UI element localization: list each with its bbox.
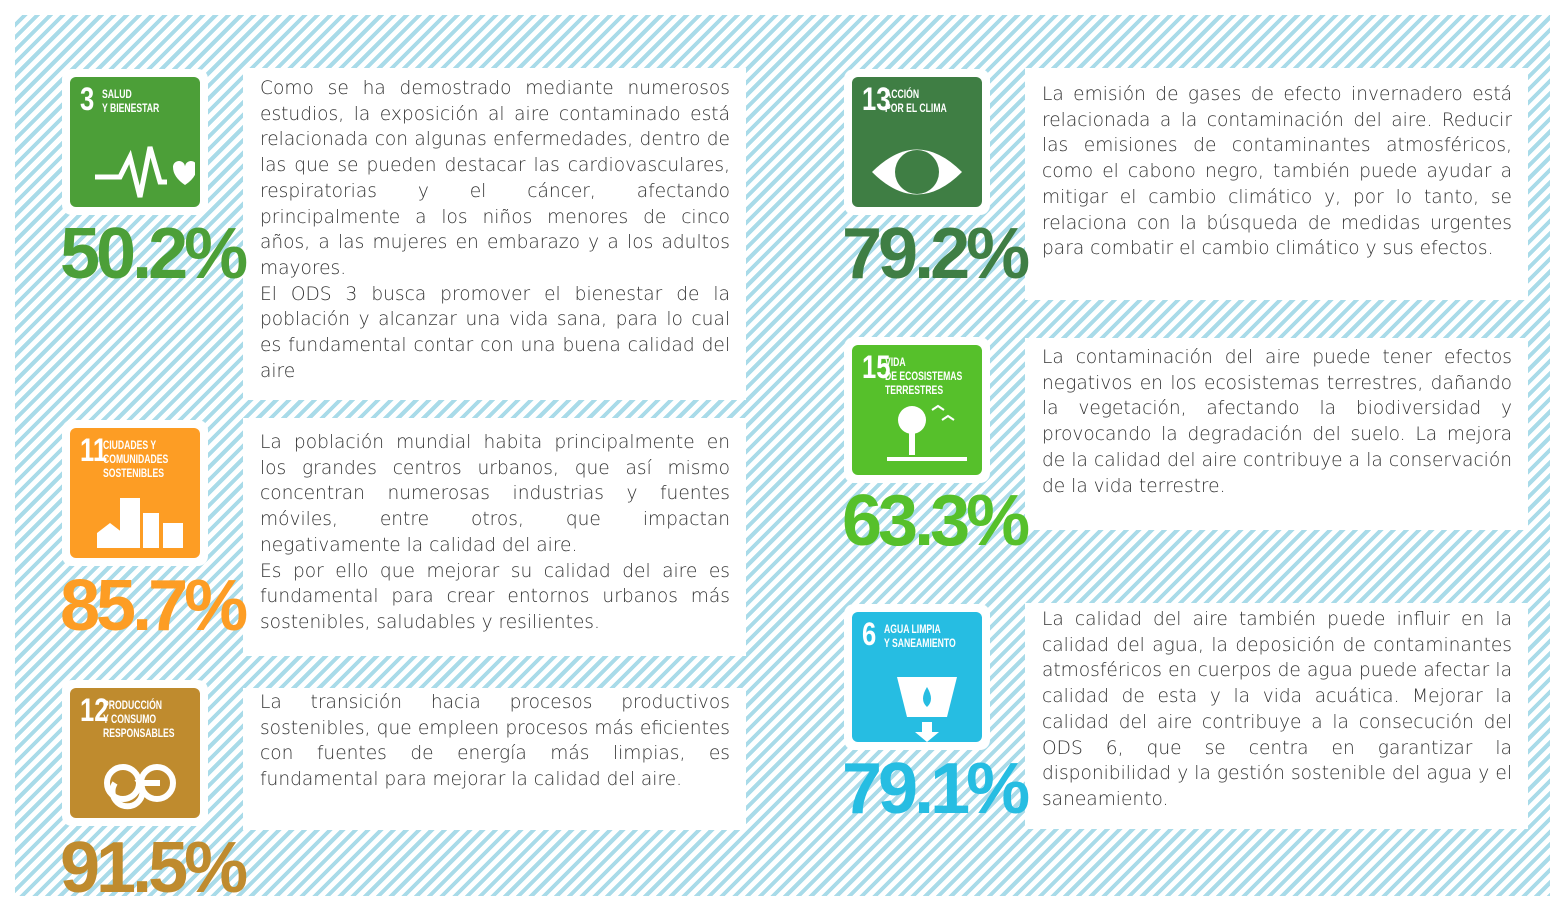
sdg-number: 6 — [862, 616, 877, 652]
percentage: 79.2% — [842, 214, 1030, 294]
sdg-title-line: TERRESTRES — [885, 383, 944, 397]
paragraph: El ODS 3 busca promover el bienestar de … — [260, 283, 730, 382]
percentage: 50.2% — [60, 214, 248, 294]
glyph — [104, 764, 176, 810]
sdg-title-line: SOSTENIBLES — [103, 466, 164, 480]
sdg-glyph — [867, 127, 977, 207]
sdg-number: 15 — [862, 349, 891, 385]
text-panel — [243, 688, 746, 830]
glyph — [887, 404, 967, 461]
text-panel — [1025, 68, 1528, 300]
description: Como se ha demostrado mediante numerosos… — [260, 76, 730, 384]
percentage: 79.1% — [842, 749, 1030, 829]
paragraph: Como se ha demostrado mediante numerosos… — [260, 78, 730, 279]
sdg-glyph — [85, 127, 197, 207]
glyph — [95, 146, 197, 198]
sdg-title-line: SALUD — [102, 87, 132, 101]
sdg-icon: 11 CIUDADES Y COMUNIDADES SOSTENIBLES — [70, 428, 200, 558]
sdg-title: VIDA DE ECOSISTEMAS TERRESTRES — [885, 355, 962, 397]
sdg-glyph — [85, 738, 195, 818]
sdg-title-line: PRODUCCIÓN — [103, 698, 163, 712]
glyph — [897, 677, 957, 742]
paragraph: La población mundial habita principalmen… — [260, 432, 730, 556]
text-panel — [1025, 603, 1528, 829]
description: La contaminación del aire puede tener ef… — [1042, 345, 1512, 499]
description: La emisión de gases de efecto invernader… — [1042, 82, 1512, 262]
percentage: 85.7% — [60, 566, 248, 646]
glyph — [97, 498, 183, 548]
sdg-title-line: Y SANEAMIENTO — [884, 636, 956, 650]
sdg-title: CIUDADES Y COMUNIDADES SOSTENIBLES — [103, 438, 168, 480]
sdg-number: 3 — [80, 81, 95, 117]
sdg-number: 12 — [80, 692, 109, 728]
sdg-number: 13 — [862, 81, 891, 117]
sdg-number: 11 — [80, 432, 108, 468]
sdg-title-line: Y CONSUMO — [103, 712, 157, 726]
paragraph: La transición hacia procesos productivos… — [260, 692, 730, 791]
paragraph: La contaminación del aire puede tener ef… — [1042, 347, 1512, 497]
sdg-title-line: POR EL CLIMA — [885, 101, 947, 115]
sdg-icon: 15 VIDA DE ECOSISTEMAS TERRESTRES — [852, 345, 982, 475]
sdg-title: AGUA LIMPIA Y SANEAMIENTO — [884, 622, 956, 650]
paragraph: La calidad del aire también puede influi… — [1042, 609, 1512, 810]
paragraph: Es por ello que mejorar su calidad del a… — [260, 560, 730, 633]
text-panel — [243, 68, 746, 400]
description: La población mundial habita principalmen… — [260, 430, 730, 636]
text-panel — [243, 418, 746, 656]
sdg-title-line: AGUA LIMPIA — [884, 622, 941, 636]
sdg-icon: 12 PRODUCCIÓN Y CONSUMO RESPONSABLES — [70, 688, 200, 818]
description: La calidad del aire también puede influi… — [1042, 607, 1512, 813]
sdg-title: PRODUCCIÓN Y CONSUMO RESPONSABLES — [103, 698, 175, 740]
glyph — [872, 149, 962, 195]
sdg-title: ACCIÓN POR EL CLIMA — [885, 87, 947, 115]
paragraph: La emisión de gases de efecto invernader… — [1042, 84, 1512, 260]
text-panel — [1025, 338, 1528, 530]
sdg-icon: 3 SALUD Y BIENESTAR — [70, 77, 200, 207]
sdg-title-line: Y BIENESTAR — [102, 101, 160, 115]
sdg-title: SALUD Y BIENESTAR — [102, 87, 159, 115]
sdg-glyph — [867, 662, 977, 742]
sdg-glyph — [85, 478, 195, 558]
sdg-icon: 13 ACCIÓN POR EL CLIMA — [852, 77, 982, 207]
percentage: 63.3% — [842, 481, 1030, 561]
sdg-title-line: CIUDADES Y — [103, 438, 157, 452]
sdg-title-line: VIDA — [885, 355, 906, 369]
sdg-title-line: DE ECOSISTEMAS — [885, 369, 963, 383]
sdg-glyph — [867, 395, 977, 475]
description: La transición hacia procesos productivos… — [260, 690, 730, 793]
percentage: 91.5% — [60, 828, 248, 908]
sdg-title-line: RESPONSABLES — [103, 726, 175, 740]
sdg-title-line: COMUNIDADES — [103, 452, 169, 466]
sdg-title-line: ACCIÓN — [885, 87, 920, 101]
sdg-icon: 6 AGUA LIMPIA Y SANEAMIENTO — [852, 612, 982, 742]
